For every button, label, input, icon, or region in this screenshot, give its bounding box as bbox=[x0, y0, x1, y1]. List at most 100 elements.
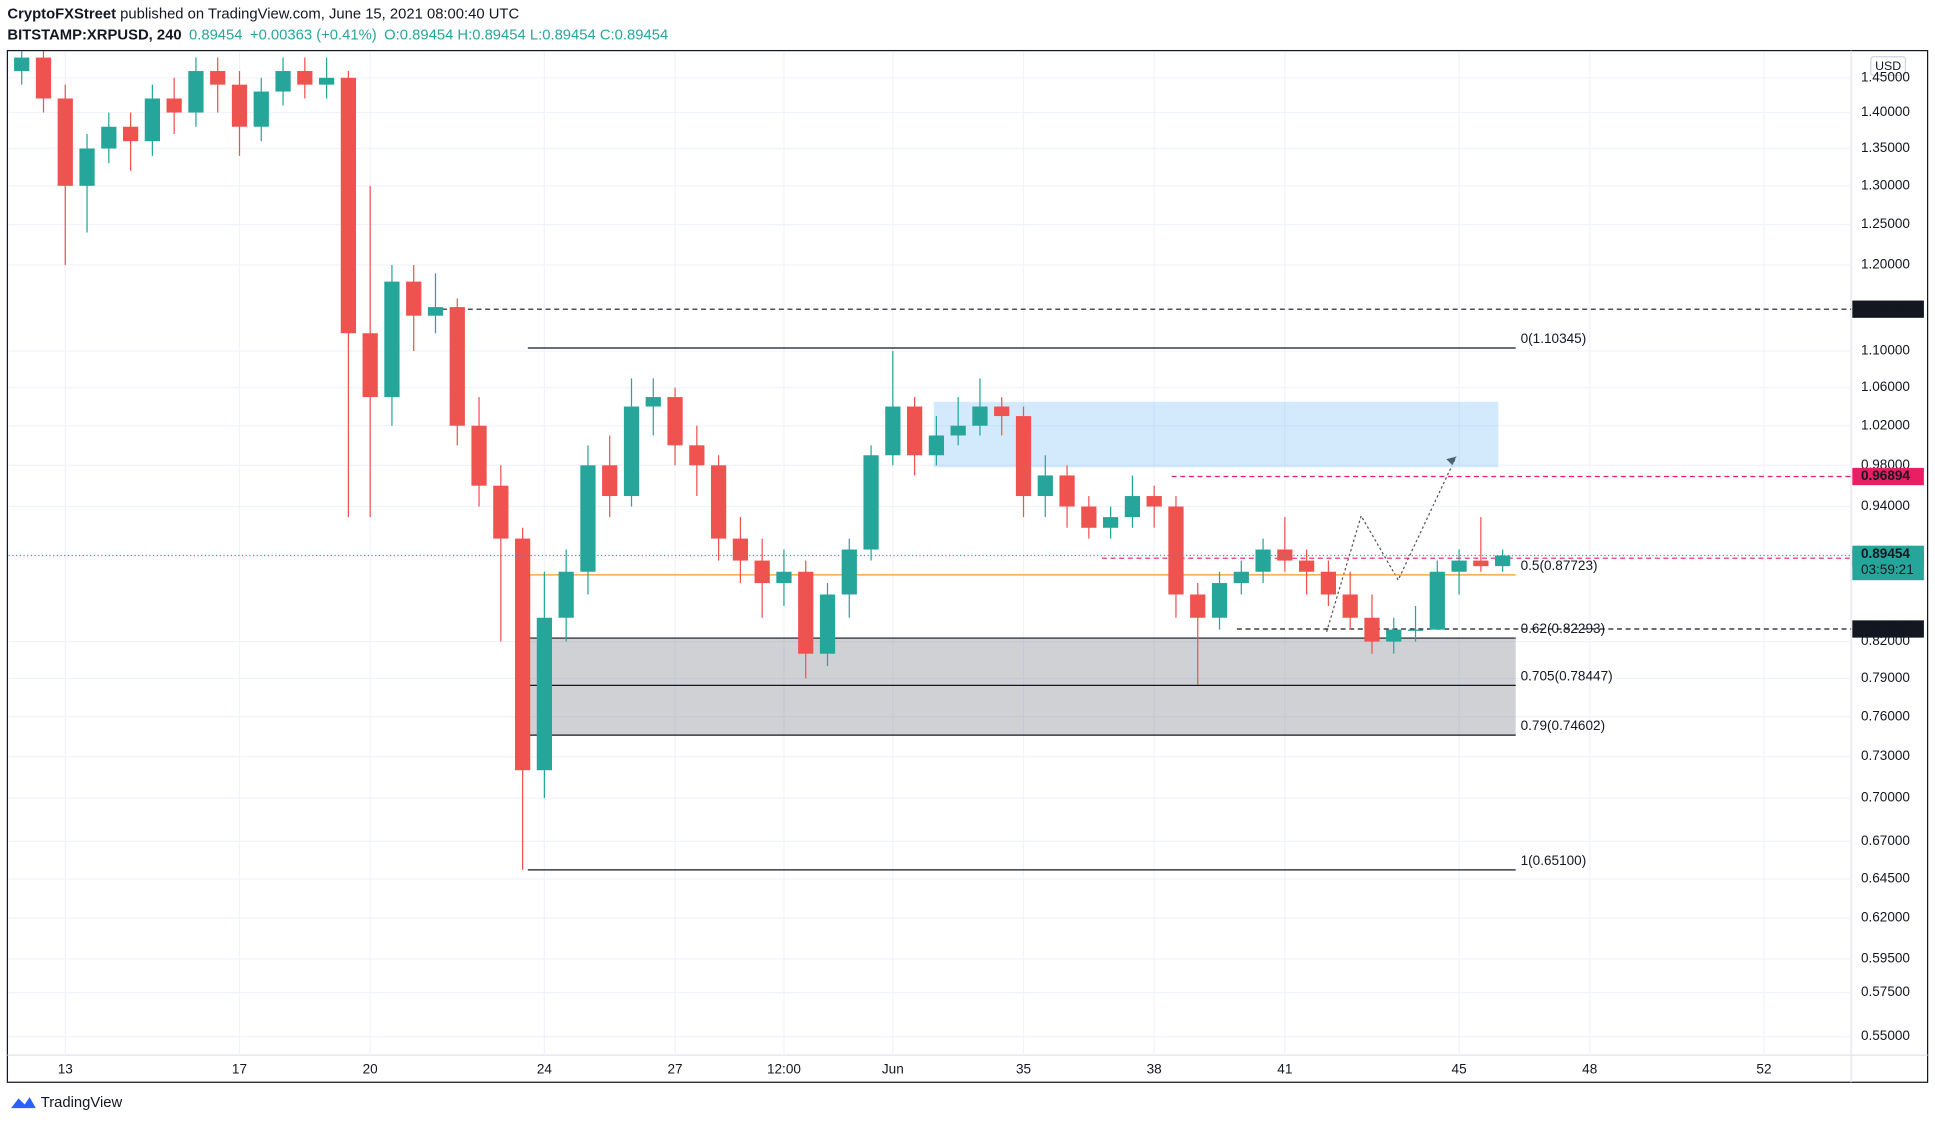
candle-body bbox=[1495, 555, 1511, 567]
last-price-badge bbox=[1852, 545, 1924, 581]
candle-body bbox=[1103, 517, 1119, 528]
fib-label: 0.79(0.74602) bbox=[1521, 718, 1605, 733]
y-tick-label: 0.70000 bbox=[1861, 790, 1910, 805]
y-tick-label: 1.25000 bbox=[1861, 216, 1910, 231]
x-tick-label: 13 bbox=[58, 1062, 73, 1077]
price-badge-label: 0.83051 bbox=[1861, 621, 1910, 636]
candle-body bbox=[689, 445, 705, 466]
candle-body bbox=[514, 538, 531, 771]
fib-label: 0.5(0.87723) bbox=[1521, 558, 1598, 573]
candle-body bbox=[885, 406, 901, 456]
candle-body bbox=[1342, 594, 1358, 618]
y-tick-label: 0.94000 bbox=[1861, 498, 1910, 513]
candle-body bbox=[1233, 571, 1249, 584]
currency-box[interactable] bbox=[1870, 56, 1907, 76]
fib-label: 0(1.10345) bbox=[1521, 331, 1587, 346]
candle-body bbox=[1015, 416, 1032, 497]
logo bbox=[11, 1097, 36, 1109]
symbol: BITSTAMP:XRPUSD, 240 bbox=[7, 25, 182, 44]
candle-body bbox=[906, 406, 923, 456]
last-price: 0.89454 bbox=[188, 25, 243, 44]
y-tick-label: 1.20000 bbox=[1861, 257, 1910, 272]
candle-body bbox=[122, 126, 139, 142]
header-line: CryptoFXStreet published on TradingView.… bbox=[7, 4, 668, 25]
projection-path bbox=[1326, 456, 1457, 633]
candle-body bbox=[754, 560, 770, 584]
price-badge bbox=[1852, 620, 1924, 638]
y-tick-label: 0.73000 bbox=[1861, 748, 1910, 763]
candle-body bbox=[471, 425, 487, 486]
candle-body bbox=[144, 98, 160, 142]
y-tick-label: 1.35000 bbox=[1861, 140, 1910, 155]
candle-body bbox=[1429, 571, 1445, 630]
candle-body bbox=[1190, 594, 1206, 618]
candle-body bbox=[1451, 560, 1467, 572]
candle-body bbox=[798, 571, 814, 654]
published: published on TradingView.com, June 15, 2… bbox=[120, 4, 520, 23]
candle-body bbox=[1146, 496, 1162, 507]
candle-body bbox=[340, 77, 357, 334]
candle-body bbox=[580, 465, 596, 572]
x-tick-label: 52 bbox=[1756, 1062, 1771, 1077]
candle-body bbox=[667, 397, 683, 446]
price-badge bbox=[1852, 300, 1924, 318]
ohlc: O:0.89454 H:0.89454 L:0.89454 C:0.89454 bbox=[384, 25, 669, 44]
candle-body bbox=[1364, 617, 1380, 642]
candle-body bbox=[710, 465, 727, 539]
y-tick-label: 0.59500 bbox=[1861, 950, 1910, 965]
candle-body bbox=[166, 98, 182, 113]
candle-body bbox=[1277, 549, 1293, 561]
y-tick-label: 1.10000 bbox=[1861, 343, 1910, 358]
y-tick-label: 0.76000 bbox=[1861, 708, 1910, 723]
header: CryptoFXStreet published on TradingView.… bbox=[7, 4, 668, 46]
x-tick-label: 35 bbox=[1016, 1062, 1031, 1077]
candle-body bbox=[1037, 475, 1053, 497]
y-tick-label: 1.06000 bbox=[1861, 379, 1910, 394]
candle-body bbox=[1386, 629, 1402, 642]
x-tick-label: 20 bbox=[363, 1062, 379, 1077]
change: +0.00363 (+0.41%) bbox=[249, 25, 377, 44]
candle-body bbox=[1211, 583, 1228, 618]
last-price-label: 0.89454 bbox=[1861, 546, 1910, 561]
candle-body bbox=[210, 71, 226, 85]
candle-body bbox=[1407, 629, 1424, 631]
candle-body bbox=[406, 281, 422, 316]
candle-body bbox=[732, 538, 749, 561]
candle-body bbox=[101, 126, 117, 149]
y-tick-label: 0.57500 bbox=[1861, 984, 1910, 999]
candle-body bbox=[449, 307, 465, 426]
candle-body bbox=[493, 485, 509, 539]
fib-label: 0.705(0.78447) bbox=[1521, 668, 1613, 683]
candle-body bbox=[602, 465, 618, 497]
projection-arrow bbox=[1446, 456, 1457, 466]
author[interactable]: CryptoFXStreet bbox=[7, 4, 117, 23]
footer: TradingView bbox=[10, 1093, 123, 1111]
candle-body bbox=[819, 594, 836, 654]
brand: TradingView bbox=[40, 1093, 123, 1111]
candle-body bbox=[362, 333, 378, 398]
candle-body bbox=[1168, 506, 1184, 595]
candle-body bbox=[1320, 571, 1337, 595]
candle-body bbox=[1473, 560, 1489, 567]
candle-body bbox=[427, 307, 444, 316]
candle-body bbox=[558, 571, 574, 618]
y-tick-label: 1.45000 bbox=[1861, 69, 1910, 84]
x-tick-label: 41 bbox=[1277, 1062, 1292, 1077]
frame bbox=[6, 49, 1929, 1083]
candle-body bbox=[318, 77, 335, 85]
x-tick-label: 24 bbox=[537, 1062, 553, 1077]
x-tick-label: 48 bbox=[1582, 1062, 1597, 1077]
price-badge bbox=[1852, 467, 1924, 486]
candle-body bbox=[79, 148, 95, 186]
y-tick-label: 1.30000 bbox=[1861, 177, 1910, 192]
candle-body bbox=[994, 406, 1010, 417]
candle-body bbox=[297, 71, 313, 85]
x-tick-label: Jun bbox=[882, 1062, 904, 1077]
countdown: 03:59:21 bbox=[1861, 562, 1914, 577]
y-tick-label: 0.55000 bbox=[1861, 1028, 1910, 1043]
y-tick-label: 0.79000 bbox=[1861, 670, 1910, 685]
candle-body bbox=[1255, 549, 1271, 572]
candle-body bbox=[384, 281, 400, 398]
candle-body bbox=[841, 549, 857, 595]
y-tick-label: 1.40000 bbox=[1861, 104, 1910, 119]
